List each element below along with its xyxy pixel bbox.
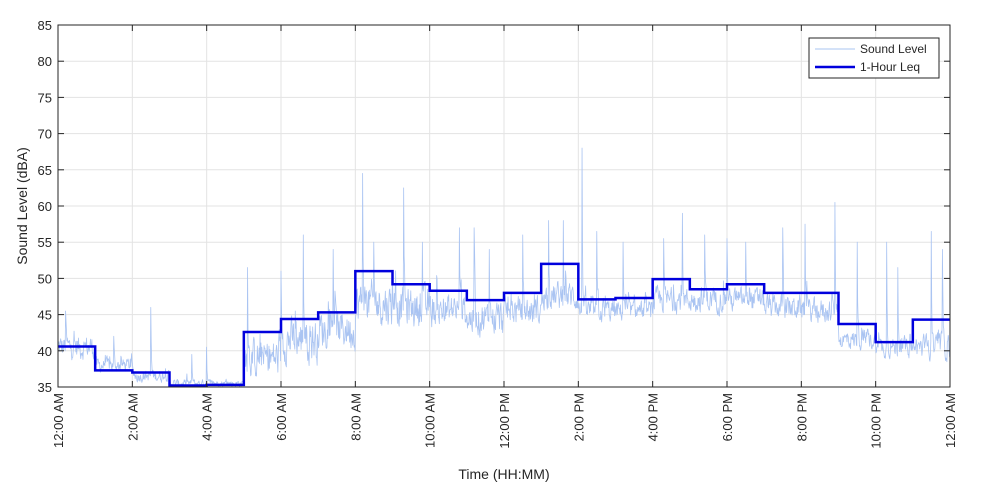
y-axis-title: Sound Level (dBA) <box>14 147 30 265</box>
x-tick-label: 8:00 AM <box>348 393 363 441</box>
y-tick-label: 70 <box>38 127 52 142</box>
x-tick-labels: 12:00 AM 2:00 AM 4:00 AM 6:00 AM 8:00 AM 10:0… <box>51 393 958 449</box>
x-tick-label: 12:00 AM <box>51 393 66 448</box>
legend: Sound Level 1-Hour Leq <box>808 37 940 79</box>
y-tick-labels: 35 40 45 50 55 60 65 70 75 80 85 <box>38 18 52 395</box>
grid-lines <box>58 25 950 387</box>
y-tick-label: 40 <box>38 344 52 359</box>
y-tick-label: 50 <box>38 271 52 286</box>
y-tick-label: 55 <box>38 235 52 250</box>
x-tick-label: 12:00 PM <box>497 393 512 449</box>
y-tick-label: 35 <box>38 380 52 395</box>
y-tick-label: 60 <box>38 199 52 214</box>
x-tick-label: 12:00 AM <box>943 393 958 448</box>
x-tick-label: 2:00 AM <box>125 393 140 441</box>
x-tick-label: 6:00 PM <box>720 393 735 441</box>
series-sound-level-line <box>58 147 950 387</box>
x-tick-label: 2:00 PM <box>571 393 586 441</box>
legend-label-sound-level: Sound Level <box>860 42 927 56</box>
axis-ticks <box>57 24 951 388</box>
legend-box <box>808 37 940 79</box>
y-tick-label: 45 <box>38 308 52 323</box>
y-tick-label: 80 <box>38 54 52 69</box>
y-tick-label: 85 <box>38 18 52 33</box>
x-tick-label: 8:00 PM <box>794 393 809 441</box>
legend-label-1-hour-leq: 1-Hour Leq <box>860 60 920 74</box>
x-tick-label: 10:00 PM <box>869 393 884 449</box>
x-tick-label: 4:00 AM <box>200 393 215 441</box>
y-tick-label: 65 <box>38 163 52 178</box>
x-tick-label: 6:00 AM <box>274 393 289 441</box>
x-tick-label: 4:00 PM <box>646 393 661 441</box>
y-tick-label: 75 <box>38 90 52 105</box>
x-tick-label: 10:00 AM <box>423 393 438 448</box>
x-axis-title: Time (HH:MM) <box>458 466 549 482</box>
